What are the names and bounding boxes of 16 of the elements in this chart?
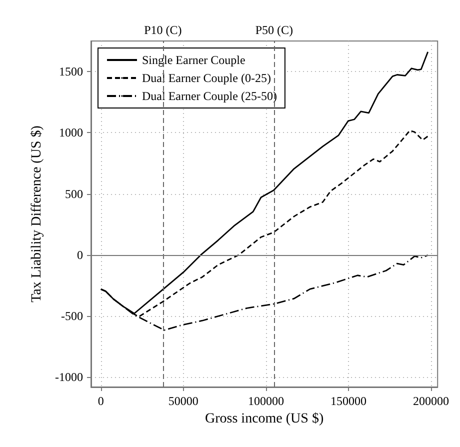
y-tick-label: 0: [77, 248, 83, 262]
y-axis-title: Tax Liability Difference (US $): [30, 125, 45, 302]
y-tick-label: -500: [61, 309, 83, 324]
x-tick-label: 200000: [413, 394, 449, 408]
x-axis-title: Gross income (US $): [204, 411, 324, 426]
x-tick-label: 0: [98, 394, 104, 408]
y-tick-label: 1000: [59, 126, 83, 140]
x-tick-label: 100000: [248, 394, 284, 408]
y-tick-label: 500: [65, 186, 83, 201]
legend-label: Single Earner Couple: [142, 53, 246, 67]
ref-line-label: P10 (C): [144, 23, 182, 37]
y-tick-label: 1500: [59, 64, 83, 79]
x-tick-label: 150000: [330, 394, 366, 408]
ref-line-label: P50 (C): [255, 23, 294, 37]
x-tick-label: 50000: [168, 394, 198, 408]
y-tick-label: -1000: [55, 370, 83, 384]
